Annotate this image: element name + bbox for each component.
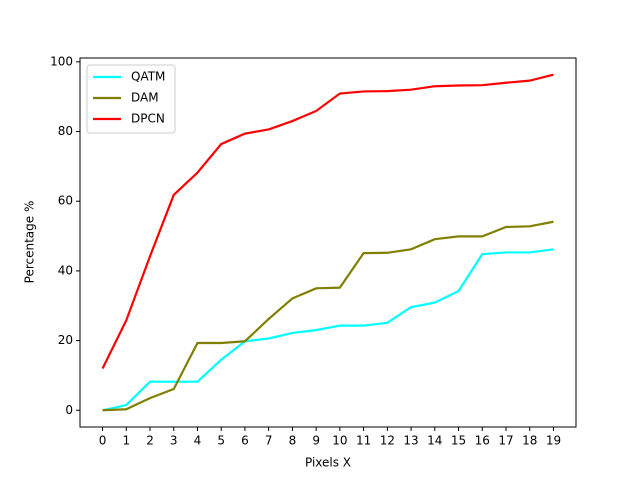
y-tick-label: 0 bbox=[65, 403, 73, 417]
y-tick-label: 60 bbox=[58, 194, 73, 208]
x-tick-label: 14 bbox=[427, 434, 442, 448]
x-tick-label: 15 bbox=[451, 434, 466, 448]
x-tick-label: 9 bbox=[312, 434, 320, 448]
x-tick-label: 12 bbox=[380, 434, 395, 448]
x-tick-label: 16 bbox=[475, 434, 490, 448]
plot-frame bbox=[79, 57, 577, 428]
line-series bbox=[102, 248, 554, 412]
y-tick-label: 80 bbox=[58, 124, 73, 138]
x-tick-label: 1 bbox=[122, 434, 130, 448]
x-tick-label: 18 bbox=[522, 434, 537, 448]
x-axis-label: Pixels X bbox=[305, 456, 351, 470]
x-tick-label: 10 bbox=[332, 434, 347, 448]
x-tick-label: 0 bbox=[99, 434, 107, 448]
y-tick-label: 20 bbox=[58, 333, 73, 347]
y-axis-label: Percentage % bbox=[23, 201, 37, 284]
y-tick-label: 40 bbox=[58, 263, 73, 277]
x-tick-label: 7 bbox=[265, 434, 273, 448]
x-tick-label: 3 bbox=[170, 434, 178, 448]
x-tick-label: 17 bbox=[498, 434, 513, 448]
line-series bbox=[101, 73, 554, 369]
line-series bbox=[102, 220, 554, 412]
x-tick-label: 2 bbox=[146, 434, 154, 448]
x-tick-label: 19 bbox=[546, 434, 561, 448]
x-tick-label: 5 bbox=[217, 434, 225, 448]
x-tick-label: 13 bbox=[403, 434, 418, 448]
legend-label: DPCN bbox=[131, 112, 165, 126]
x-tick-label: 11 bbox=[356, 434, 371, 448]
legend-box bbox=[86, 64, 176, 134]
x-tick-label: 4 bbox=[194, 434, 202, 448]
legend-label: DAM bbox=[131, 91, 159, 105]
y-tick-label: 100 bbox=[50, 54, 73, 68]
legend-label: QATM bbox=[131, 70, 165, 84]
x-tick-label: 6 bbox=[241, 434, 249, 448]
x-tick-label: 8 bbox=[289, 434, 297, 448]
